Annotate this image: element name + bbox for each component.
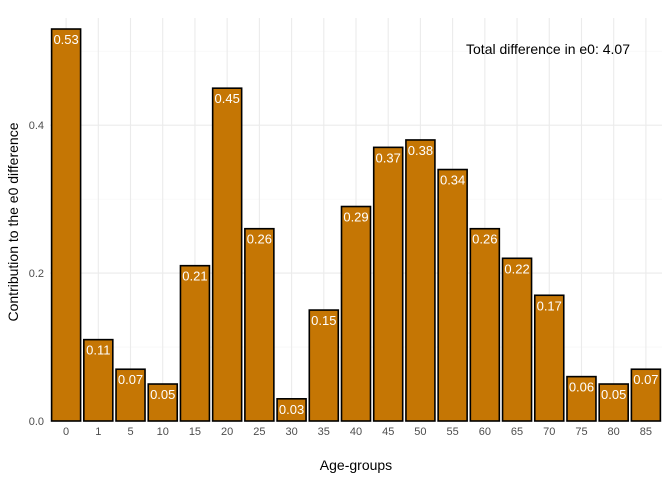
x-tick-label: 10	[157, 426, 169, 438]
bars	[50, 28, 662, 422]
bar	[437, 168, 468, 422]
bar-value-label: 0.21	[182, 269, 207, 284]
x-tick-label: 85	[640, 426, 652, 438]
x-tick-label: 25	[253, 426, 265, 438]
bar	[50, 28, 82, 422]
bar	[147, 383, 179, 422]
x-tick-label: 35	[318, 426, 330, 438]
x-tick-label: 45	[382, 426, 394, 438]
x-tick-label: 70	[543, 426, 555, 438]
bar	[179, 264, 211, 422]
bar	[276, 398, 307, 422]
bar-value-label: 0.37	[376, 150, 401, 165]
x-tick-label: 30	[285, 426, 297, 438]
bar	[372, 146, 404, 422]
x-axis-ticks: 0 1 5 10 15 20 25 30 35 40 45 50 55 60 65 70 75 80 85	[63, 426, 652, 438]
x-tick-label: 75	[575, 426, 587, 438]
bar	[533, 294, 565, 422]
bar-value-label: 0.15	[311, 313, 336, 328]
bar-value-label: 0.26	[472, 232, 497, 247]
x-tick-label: 5	[127, 426, 133, 438]
y-tick-label: 0.2	[29, 268, 44, 280]
bar-value-label: 0.06	[569, 380, 594, 395]
x-tick-label: 1	[95, 426, 101, 438]
bar-value-label: 0.45	[215, 91, 240, 106]
x-tick-label: 65	[511, 426, 523, 438]
x-tick-label: 80	[608, 426, 620, 438]
x-axis-title: Age-groups	[320, 457, 392, 473]
bar	[405, 139, 436, 422]
x-tick-label: 50	[414, 426, 426, 438]
bar-value-label: 0.38	[408, 143, 433, 158]
bar-value-label: 0.03	[279, 402, 304, 417]
y-axis-ticks: 0.0 0.2 0.4	[29, 120, 44, 428]
y-axis-title: Contribution to the e0 difference	[5, 122, 21, 321]
bar-value-labels: 0.53 0.11 0.07 0.05 0.21 0.45 0.26 0.03 0.15 0.29…	[53, 32, 658, 417]
bar-value-label: 0.53	[53, 32, 78, 47]
bar	[83, 338, 114, 422]
bar	[501, 257, 533, 422]
bar-value-label: 0.05	[150, 387, 175, 402]
bar-value-label: 0.17	[537, 298, 562, 313]
bar-value-label: 0.11	[86, 343, 110, 358]
bar-value-label: 0.22	[504, 261, 529, 276]
bar-value-label: 0.05	[601, 387, 626, 402]
bar-value-label: 0.29	[343, 210, 368, 225]
bar	[566, 375, 597, 422]
bar	[630, 368, 662, 422]
bar	[244, 227, 275, 422]
bar	[308, 309, 340, 422]
bar-value-label: 0.07	[118, 372, 143, 387]
bar	[211, 87, 243, 422]
bar-value-label: 0.07	[633, 372, 658, 387]
x-tick-label: 40	[350, 426, 362, 438]
x-tick-label: 55	[447, 426, 459, 438]
bar	[598, 383, 629, 422]
bar	[469, 227, 501, 422]
bar-value-label: 0.34	[440, 173, 465, 188]
y-tick-label: 0.4	[29, 120, 44, 132]
bar	[115, 368, 146, 422]
x-tick-label: 60	[479, 426, 491, 438]
x-tick-label: 0	[63, 426, 69, 438]
bar	[340, 205, 372, 422]
x-tick-label: 20	[221, 426, 233, 438]
x-tick-label: 15	[189, 426, 201, 438]
y-tick-label: 0.0	[29, 416, 44, 428]
total-difference-annotation: Total difference in e0: 4.07	[466, 41, 630, 57]
bar-value-label: 0.26	[247, 232, 272, 247]
